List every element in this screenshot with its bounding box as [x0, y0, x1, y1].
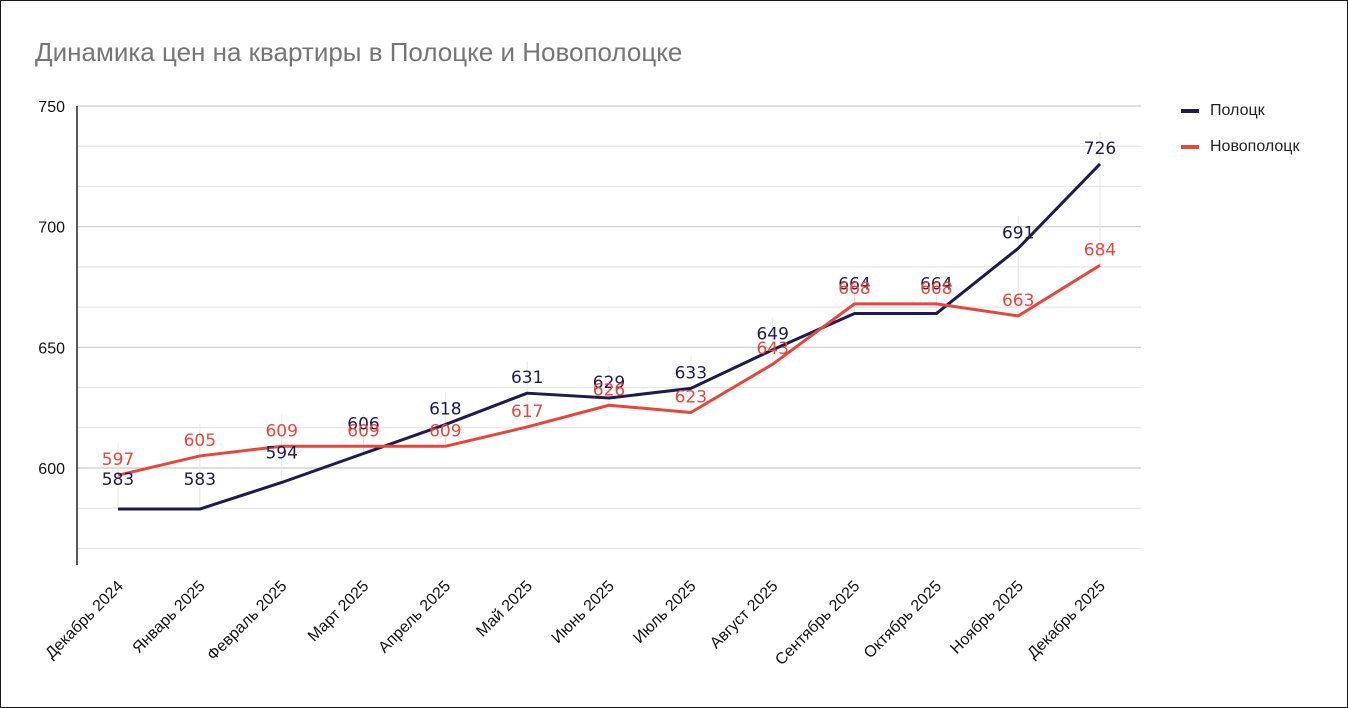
x-tick-label: Июнь 2025	[549, 578, 618, 647]
legend-label: Новополоцк	[1210, 138, 1300, 155]
y-tick-label: 700	[38, 220, 65, 237]
legend-item-novopolotsk[interactable]: Новополоцк	[1181, 129, 1299, 165]
data-label: 664	[838, 275, 870, 295]
data-label: 631	[511, 368, 543, 388]
chart-title: Динамика цен на квартиры в Полоцке и Нов…	[35, 37, 683, 67]
legend-item-polotsk[interactable]: Полоцк	[1181, 93, 1299, 129]
x-tick-label: Февраль 2025	[204, 578, 290, 664]
data-label: 609	[347, 421, 379, 441]
legend: Полоцк Новополоцк	[1181, 93, 1299, 165]
data-label: 618	[429, 400, 461, 420]
data-label: 583	[102, 470, 134, 490]
x-tick-label: Август 2025	[707, 578, 781, 652]
x-tick-label: Май 2025	[473, 578, 536, 641]
data-label: 583	[184, 470, 216, 490]
legend-swatch-icon	[1181, 145, 1199, 149]
x-tick-label: Октябрь 2025	[861, 578, 945, 662]
data-label: 663	[1002, 291, 1034, 311]
x-tick-label: Март 2025	[305, 578, 372, 645]
data-label: 605	[184, 431, 216, 451]
data-label: 609	[429, 421, 461, 441]
legend-swatch-icon	[1181, 109, 1199, 113]
data-label: 649	[756, 325, 788, 345]
data-label: 606	[347, 415, 379, 435]
series-line-0[interactable]	[118, 162, 1102, 511]
data-label: 594	[265, 443, 297, 463]
data-label: 626	[593, 380, 625, 400]
data-label: 668	[920, 279, 952, 299]
data-label: 643	[756, 339, 788, 359]
data-label: 691	[1002, 223, 1034, 243]
data-label: 633	[675, 363, 707, 383]
x-tick-label: Январь 2025	[130, 578, 209, 657]
data-label: 609	[265, 421, 297, 441]
x-tick-label: Апрель 2025	[375, 578, 454, 657]
y-tick-label: 750	[38, 99, 65, 116]
y-tick-label: 600	[38, 461, 65, 478]
data-label: 664	[920, 275, 952, 295]
x-tick-label: Декабрь 2024	[42, 578, 127, 663]
series-line-1[interactable]	[117, 264, 1101, 477]
data-label: 617	[511, 402, 543, 422]
data-label: 623	[675, 387, 707, 407]
data-label: 684	[1084, 240, 1116, 260]
data-label: 629	[593, 373, 625, 393]
y-tick-label: 650	[38, 340, 65, 357]
data-label: 597	[102, 450, 134, 470]
x-tick-label: Июль 2025	[630, 578, 699, 647]
x-tick-label: Ноябрь 2025	[947, 578, 1027, 658]
x-tick-label: Декабрь 2025	[1024, 578, 1109, 663]
data-label: 726	[1084, 139, 1116, 159]
legend-label: Полоцк	[1210, 102, 1265, 119]
data-label: 668	[838, 279, 870, 299]
x-tick-label: Сентябрь 2025	[772, 578, 863, 669]
